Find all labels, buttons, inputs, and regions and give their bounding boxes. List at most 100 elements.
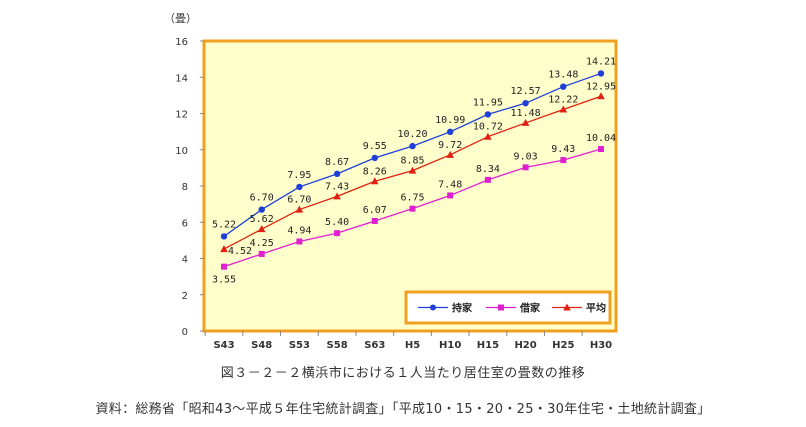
data-point xyxy=(221,263,227,270)
data-point xyxy=(220,245,228,253)
y-tick-label: 0 xyxy=(182,327,188,338)
figure-caption: 図３－２－２横浜市における１人当たり居住室の畳数の推移 xyxy=(220,366,586,381)
data-point xyxy=(334,230,341,237)
y-tick-label: 6 xyxy=(182,218,188,229)
data-point xyxy=(560,83,567,90)
data-point xyxy=(409,205,416,212)
data-label: 14.21 xyxy=(586,56,616,67)
x-tick-label: S63 xyxy=(364,340,385,351)
data-point xyxy=(522,164,529,171)
plot-area xyxy=(202,39,618,333)
data-point xyxy=(597,70,605,77)
series-circle xyxy=(220,70,605,240)
x-tick-label: H10 xyxy=(439,340,461,351)
data-label: 8.26 xyxy=(363,166,387,177)
legend-label: 借家 xyxy=(519,302,541,315)
data-point xyxy=(333,192,341,200)
data-label: 6.70 xyxy=(287,195,311,206)
x-tick-label: H15 xyxy=(477,340,499,351)
y-tick-label: 8 xyxy=(182,182,188,193)
data-labels: 5.22 6.70 7.95 8.67 9.55 10.20 10.99 11.95 12.57… xyxy=(212,56,616,285)
data-point xyxy=(522,99,529,107)
legend-label: 持家 xyxy=(452,302,473,315)
data-point xyxy=(296,183,303,191)
data-point xyxy=(371,154,378,162)
data-label: 8.85 xyxy=(400,156,424,167)
data-point xyxy=(296,238,303,245)
x-tick-label: H30 xyxy=(590,340,612,351)
x-tick-label: S48 xyxy=(251,340,272,351)
data-point xyxy=(447,192,454,199)
y-axis: 0 2 4 6 8 10 12 14 16 xyxy=(175,37,204,338)
x-tick-label: S53 xyxy=(289,340,310,351)
data-label: 10.72 xyxy=(473,122,503,133)
data-label: 9.72 xyxy=(438,140,462,151)
x-tick-label: H5 xyxy=(405,340,420,351)
data-point xyxy=(408,166,417,174)
legend-item: 平均 xyxy=(552,302,606,315)
data-label: 5.62 xyxy=(250,214,274,225)
x-tick-label: S43 xyxy=(213,340,234,351)
legend-label: 平均 xyxy=(586,302,606,315)
x-tick-label: S58 xyxy=(327,340,348,351)
y-tick-label: 16 xyxy=(175,37,188,48)
legend-item: 持家 xyxy=(418,302,473,315)
data-point xyxy=(258,206,265,213)
y-tick-label: 4 xyxy=(182,255,188,266)
data-label: 9.43 xyxy=(551,144,575,155)
data-label: 5.40 xyxy=(325,217,349,228)
legend-item: 借家 xyxy=(486,302,541,315)
legend: 持家 借家 平均 xyxy=(404,290,612,325)
data-label: 4.25 xyxy=(250,238,274,249)
data-label: 13.48 xyxy=(548,70,578,81)
data-label: 12.95 xyxy=(586,81,616,92)
data-point xyxy=(560,157,567,164)
x-tick-label: H20 xyxy=(514,340,536,351)
data-point xyxy=(220,233,228,240)
series-triangle xyxy=(220,92,605,253)
line-chart: 0 2 4 6 8 10 12 14 16 S43 S48 S53 S58 S63 H5 H10 H15 H20… xyxy=(164,12,618,351)
x-tick-label: H25 xyxy=(552,340,574,351)
data-point xyxy=(295,205,304,213)
legend-marker xyxy=(563,303,571,311)
data-label: 12.57 xyxy=(511,86,541,97)
data-point xyxy=(371,177,379,185)
source-note: 資料：総務省「昭和43～平成５年住宅統計調査」「平成10・15・20・25・30… xyxy=(95,402,711,417)
data-label: 8.67 xyxy=(325,157,349,168)
y-tick-label: 2 xyxy=(182,291,188,302)
y-axis-unit-label: （畳） xyxy=(164,12,197,25)
data-label: 6.07 xyxy=(363,205,387,216)
data-point xyxy=(257,225,266,233)
data-point xyxy=(484,176,491,183)
data-label: 11.48 xyxy=(511,108,541,119)
y-tick-label: 14 xyxy=(175,73,188,84)
data-label: 9.03 xyxy=(514,151,538,162)
data-label: 10.20 xyxy=(397,129,427,140)
data-label: 7.95 xyxy=(287,170,311,181)
data-point xyxy=(559,105,568,113)
data-label: 5.22 xyxy=(212,219,236,230)
data-point xyxy=(598,146,604,153)
data-label: 10.04 xyxy=(586,133,616,144)
data-label: 11.95 xyxy=(473,97,503,108)
series-layer xyxy=(220,70,605,270)
data-point xyxy=(597,92,605,100)
data-label: 3.55 xyxy=(212,275,236,286)
data-point xyxy=(484,111,492,118)
data-point xyxy=(446,150,454,158)
data-label: 8.34 xyxy=(476,164,500,175)
legend-marker xyxy=(430,304,436,311)
y-tick-label: 10 xyxy=(175,146,188,157)
data-label: 6.75 xyxy=(400,193,424,204)
series-square xyxy=(221,146,604,270)
data-point xyxy=(371,217,378,224)
data-point xyxy=(521,118,530,126)
data-label: 9.55 xyxy=(363,141,387,152)
data-label: 4.94 xyxy=(287,225,311,236)
y-tick-label: 12 xyxy=(175,110,188,121)
x-axis: S43 S48 S53 S58 S63 H5 H10 H15 H20 H25 H30 xyxy=(204,331,612,351)
data-label: 12.22 xyxy=(548,95,578,106)
data-point xyxy=(258,250,265,257)
data-label: 7.43 xyxy=(325,181,349,192)
data-point xyxy=(333,170,341,178)
